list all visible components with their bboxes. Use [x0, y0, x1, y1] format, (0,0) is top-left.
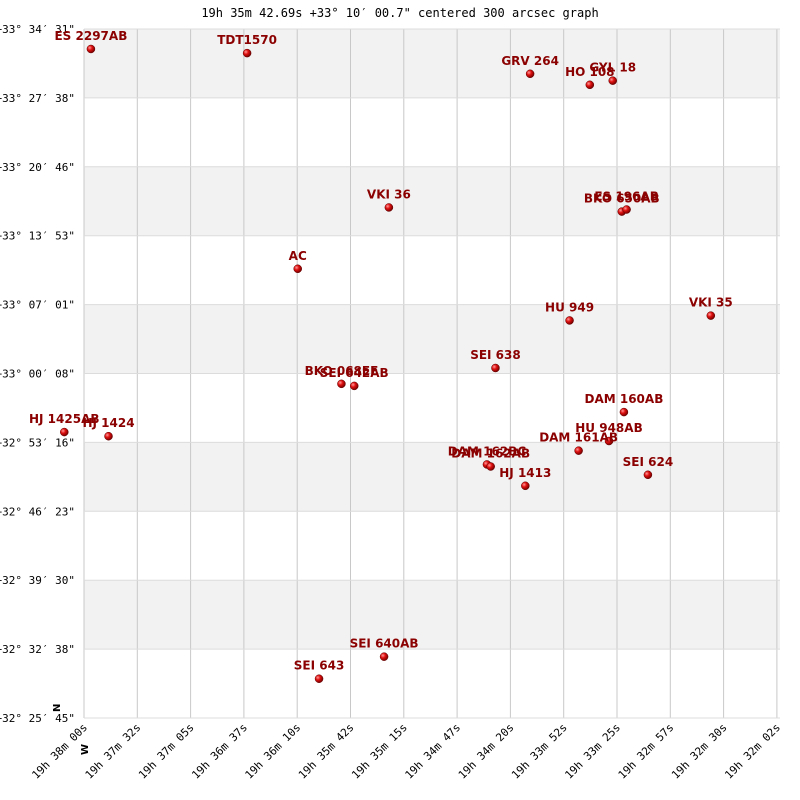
star-label: SEI 638: [470, 348, 521, 362]
star-markers: [60, 44, 716, 683]
x-tick-label: 19h 34m 20s: [456, 721, 517, 782]
star-marker: [565, 316, 574, 325]
star-label: ES 196AB: [594, 190, 659, 204]
star-marker: [384, 203, 394, 212]
grid-band: [84, 373, 780, 443]
star-label: SEI 640AB: [350, 637, 419, 651]
star-label: HJ 1413: [499, 466, 551, 480]
x-tick-label: 19h 36m 37s: [189, 721, 250, 782]
y-tick-label: +32° 25′ 45": [0, 712, 75, 725]
star-marker: [622, 205, 631, 214]
star-label: DAM 160AB: [584, 392, 663, 406]
y-tick-label: +33° 07′ 01": [0, 299, 75, 312]
star-label: SEI 642AB: [320, 366, 389, 380]
star-marker: [337, 379, 346, 389]
star-label: BKO 650AB: [584, 192, 660, 206]
grid-band: [84, 580, 780, 650]
chart-title: 19h 35m 42.69s +33° 10′ 00.7" centered 3…: [201, 6, 599, 20]
star-marker: [706, 311, 716, 320]
star-marker: [574, 446, 583, 455]
y-tick-labels: +33° 34′ 31" +33° 27′ 38" +33° 20′ 46" +33°…: [0, 23, 75, 725]
y-tick-label: +33° 20′ 46": [0, 161, 75, 174]
grid-band: [84, 97, 780, 167]
west-label: W: [80, 744, 91, 755]
y-tick-label: +32° 39′ 30": [0, 574, 75, 587]
star-label: AC: [289, 249, 307, 263]
star-label: BKO 068EE: [305, 364, 379, 378]
star-label: ES 2297AB: [54, 29, 127, 43]
star-marker: [608, 76, 617, 85]
star-marker: [643, 470, 653, 480]
star-marker: [379, 652, 389, 661]
grid-band: [84, 649, 780, 718]
star-marker: [604, 436, 614, 446]
star-label: TDT1570: [217, 33, 277, 47]
star-label: DAM 162BC: [448, 444, 527, 458]
star-marker: [104, 431, 113, 441]
grid-band: [84, 235, 780, 305]
x-tick-label: 19h 37m 32s: [83, 721, 144, 782]
star-marker: [293, 264, 302, 274]
x-tick-label: 19h 37m 05s: [136, 721, 197, 782]
x-tick-label: 19h 33m 52s: [509, 721, 570, 782]
star-label: GYL 18: [589, 61, 636, 75]
star-marker: [349, 381, 359, 391]
star-marker: [491, 363, 500, 373]
background-bands: [84, 29, 780, 718]
star-marker: [86, 44, 96, 54]
y-tick-label: +32° 53′ 16": [0, 436, 75, 449]
y-tick-label: +33° 13′ 53": [0, 230, 75, 243]
x-tick-label: 19h 33m 25s: [562, 721, 623, 782]
star-marker: [521, 481, 530, 491]
grid-band: [84, 29, 780, 98]
north-label: N: [52, 704, 63, 712]
star-label: VKI 36: [367, 187, 411, 201]
star-label: HJ 1425AB: [29, 412, 100, 426]
grid-band: [84, 166, 780, 236]
x-tick-label: 19h 36m 10s: [243, 721, 304, 782]
star-label: HO 108: [565, 65, 614, 79]
star-marker: [60, 427, 69, 437]
star-marker: [619, 407, 629, 417]
x-tick-label: 19h 35m 15s: [349, 721, 410, 782]
x-tick-label: 19h 32m 30s: [669, 721, 730, 782]
star-marker: [242, 48, 252, 58]
star-marker: [525, 69, 535, 79]
y-tick-label: +33° 27′ 38": [0, 92, 75, 105]
x-tick-label: 19h 35m 42s: [296, 721, 357, 782]
y-tick-label: +33° 00′ 08": [0, 368, 75, 381]
star-label: SEI 643: [294, 659, 345, 673]
x-tick-label: 19h 34m 47s: [403, 721, 464, 782]
horizontal-gridlines: [84, 28, 780, 719]
star-label: HJ 1424: [82, 416, 134, 430]
star-label: VKI 35: [689, 296, 733, 310]
star-label: HU 949: [545, 300, 594, 314]
x-tick-label: 19h 32m 57s: [616, 721, 677, 782]
grid-band: [84, 511, 780, 581]
star-label: DAM 162AB: [451, 447, 530, 461]
star-marker: [585, 80, 595, 90]
grid-band: [84, 304, 780, 374]
x-tick-label: 19h 32m 02s: [722, 721, 783, 782]
star-label: HU 948AB: [575, 421, 642, 435]
y-tick-label: +32° 46′ 23": [0, 505, 75, 518]
star-label: SEI 624: [623, 455, 674, 469]
grid-band: [84, 442, 780, 512]
star-label: GRV 264: [501, 54, 559, 68]
y-tick-label: +33° 34′ 31": [0, 23, 75, 36]
star-marker: [486, 462, 495, 471]
star-marker: [314, 674, 324, 683]
star-label: DAM 161AB: [539, 431, 618, 445]
y-tick-label: +32° 32′ 38": [0, 643, 75, 656]
